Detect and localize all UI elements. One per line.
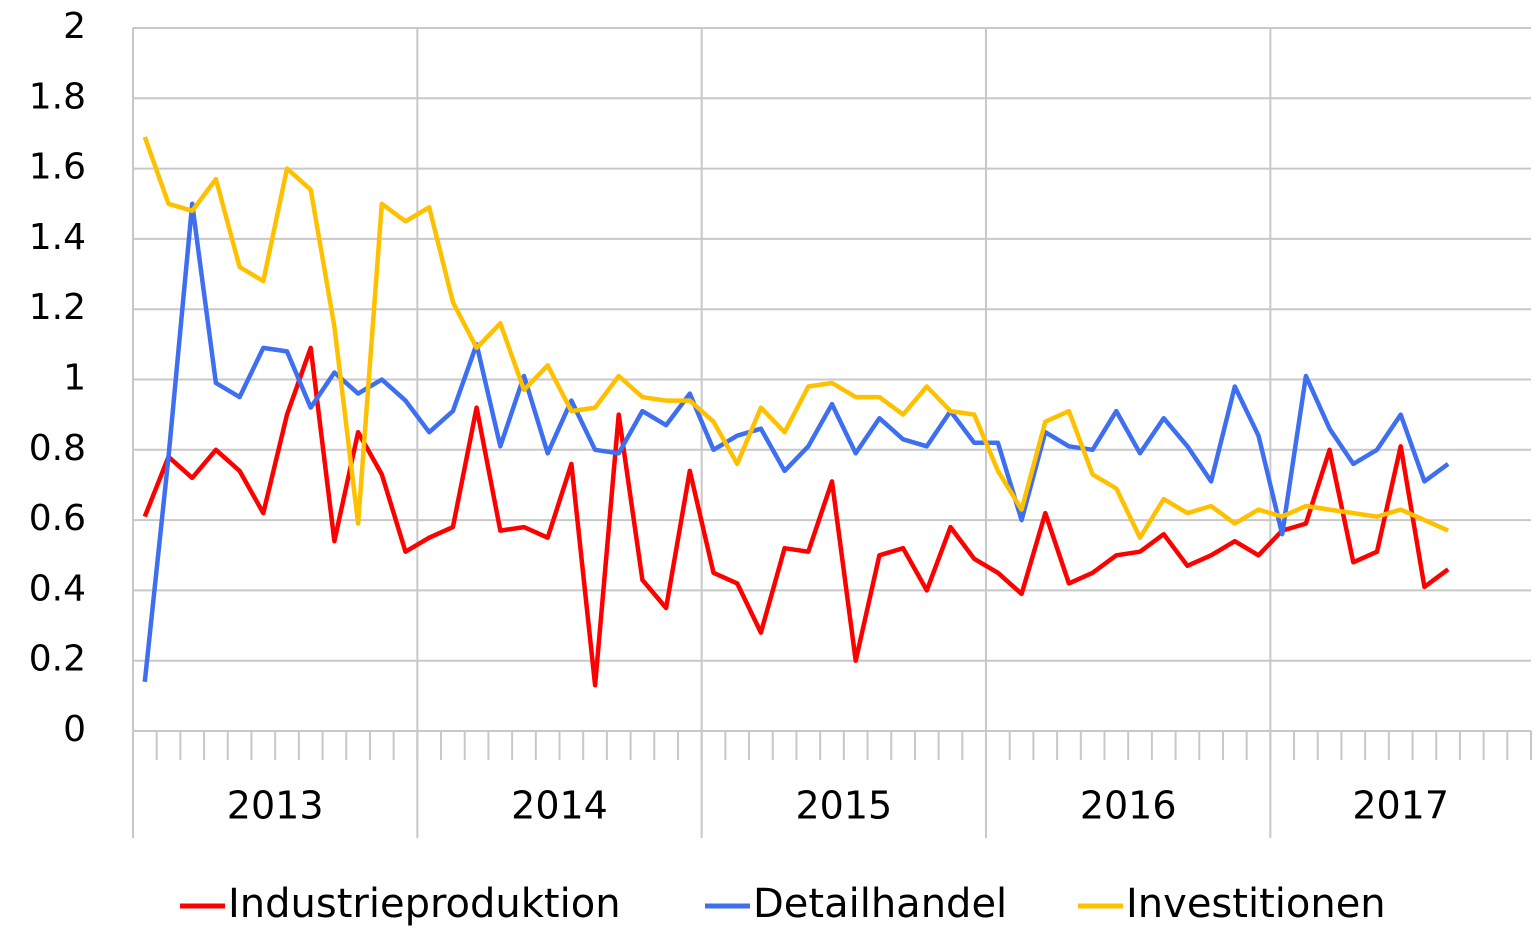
y-tick-label: 1 (63, 358, 86, 399)
legend-label: Industrieproduktion (228, 881, 621, 927)
year-label: 2014 (511, 784, 608, 828)
year-label: 2015 (795, 784, 892, 828)
legend-label: Detailhandel (753, 881, 1007, 927)
series-line (142, 345, 1450, 688)
y-tick-label: 0.4 (29, 568, 86, 609)
year-label: 2013 (227, 784, 324, 828)
y-tick-label: 1.4 (29, 217, 86, 258)
legend-label: Investitionen (1126, 881, 1386, 927)
series-line (142, 201, 1450, 683)
year-label: 2016 (1080, 784, 1177, 828)
y-tick-label: 2 (63, 6, 86, 47)
y-tick-label: 1.8 (29, 76, 86, 117)
y-tick-label: 0.6 (29, 498, 86, 539)
y-tick-label: 0 (63, 709, 86, 750)
y-tick-label: 0.2 (29, 639, 86, 680)
y-tick-label: 1.6 (29, 147, 86, 188)
series-line (142, 136, 1450, 540)
year-label: 2017 (1352, 784, 1449, 828)
y-tick-label: 0.8 (29, 428, 86, 469)
y-tick-label: 1.2 (29, 287, 86, 328)
